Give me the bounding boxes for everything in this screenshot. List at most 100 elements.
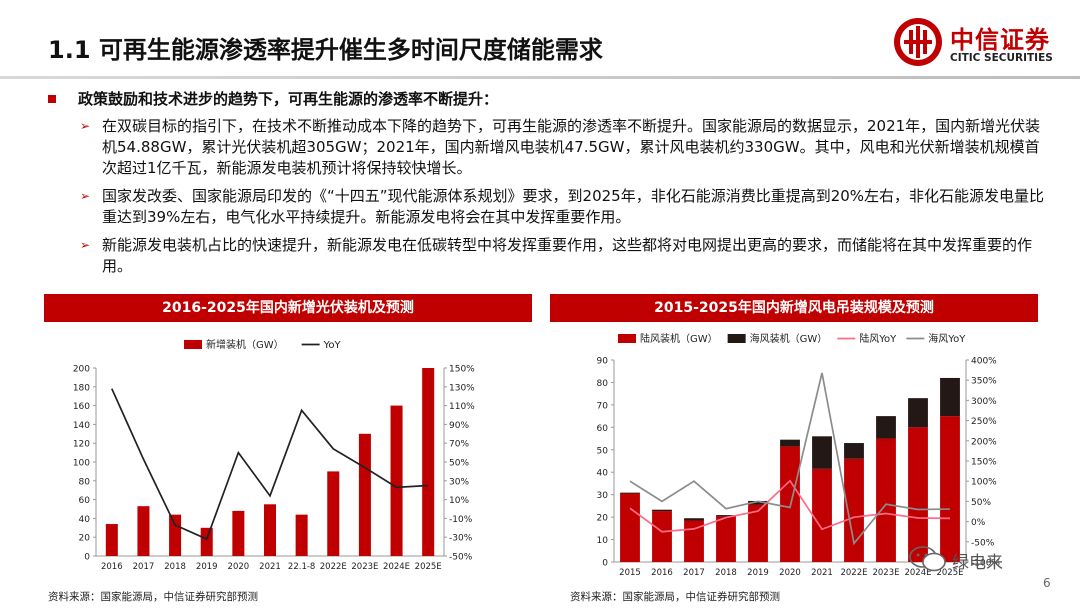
left-tick-label: 30 <box>597 491 609 501</box>
left-chart-title: 2016-2025年国内新增光伏装机及预测 <box>44 294 532 322</box>
category-label: 2022E <box>320 562 347 572</box>
legend-swatch <box>618 334 636 343</box>
bar <box>716 516 736 562</box>
category-label: 2020 <box>228 562 250 572</box>
bar <box>716 515 736 517</box>
sub-bullet-text: 新能源发电装机占比的快速提升，新能源发电在低碳转型中将发挥重要作用，这些都将对电… <box>102 236 1033 275</box>
bar <box>652 511 672 562</box>
right-tick-label: 70% <box>449 440 469 450</box>
category-label: 2021 <box>811 568 833 578</box>
bar <box>358 433 371 556</box>
bar <box>232 510 245 556</box>
category-label: 2024E <box>383 562 410 572</box>
bar <box>748 504 768 562</box>
legend-swatch <box>727 334 746 343</box>
series-line <box>629 372 951 546</box>
right-tick-label: 350% <box>971 377 997 387</box>
bar <box>390 405 403 556</box>
right-tick-label: 400% <box>971 357 997 367</box>
main-bullet: 政策鼓励和技术进步的趋势下，可再生能源的渗透率不断提升： <box>48 88 1048 110</box>
left-tick-label: 0 <box>602 559 608 569</box>
legend-label: 新增装机（GW） <box>206 338 284 351</box>
square-bullet-icon <box>48 95 56 103</box>
left-tick-label: 90 <box>597 357 609 367</box>
slide-title: 1.1 可再生能源渗透率提升催生多时间尺度储能需求 <box>48 36 603 64</box>
bar <box>876 438 896 562</box>
right-tick-label: 100% <box>971 478 997 488</box>
category-label: 2025E <box>415 562 442 572</box>
bar <box>812 436 832 469</box>
page-number: 6 <box>1043 576 1051 590</box>
bar <box>620 492 640 494</box>
citic-logo: 中信证券 CITIC SECURITIES <box>892 14 1072 72</box>
sub-bullet: ➢ 在双碳目标的指引下，在技术不断推动成本下降的趋势下，可再生能源的渗透率不断提… <box>48 116 1048 179</box>
category-label: 2022E <box>840 568 867 578</box>
category-label: 2023E <box>351 562 378 572</box>
watermark: 绿电来 <box>908 544 1038 574</box>
left-tick-label: 200 <box>73 365 90 375</box>
left-tick-label: 60 <box>79 496 91 506</box>
right-tick-label: -50% <box>971 538 995 548</box>
watermark-text: 绿电来 <box>952 553 1003 573</box>
left-tick-label: 50 <box>597 446 609 456</box>
bar <box>684 518 704 521</box>
left-tick-label: 40 <box>597 469 609 479</box>
right-tick-label: 200% <box>971 437 997 447</box>
category-label: 2018 <box>715 568 737 578</box>
bar <box>940 416 960 562</box>
bar <box>652 509 672 512</box>
category-label: 2019 <box>747 568 769 578</box>
logo-text-en: CITIC SECURITIES <box>950 52 1053 64</box>
category-label: 2017 <box>133 562 155 572</box>
right-tick-label: 110% <box>449 402 475 412</box>
bar <box>876 416 896 439</box>
left-tick-label: 160 <box>73 402 90 412</box>
bar <box>263 504 277 556</box>
left-tick-label: 180 <box>73 383 90 393</box>
series-line <box>111 388 429 541</box>
left-tick-label: 120 <box>73 440 90 450</box>
legend-label: 陆风YoY <box>859 332 897 345</box>
wechat-icon <box>909 546 946 572</box>
right-tick-label: 130% <box>449 383 475 393</box>
category-label: 2016 <box>101 562 123 572</box>
right-source-note: 资料来源：国家能源局，中信证券研究部预测 <box>570 591 780 603</box>
bar <box>137 506 150 556</box>
left-tick-label: 100 <box>73 459 90 469</box>
logo-text-cn: 中信证券 <box>950 26 1050 54</box>
right-tick-label: 30% <box>449 477 469 487</box>
header-divider <box>0 76 1080 79</box>
arrow-bullet-icon: ➢ <box>80 119 91 133</box>
category-label: 22.1-8 <box>288 562 315 572</box>
category-label: 2024E <box>904 568 931 578</box>
legend-label: YoY <box>323 340 342 351</box>
right-tick-label: 90% <box>449 421 469 431</box>
bar <box>295 514 308 556</box>
right-tick-label: 0% <box>971 518 986 528</box>
bar <box>812 468 832 562</box>
arrow-bullet-icon: ➢ <box>80 189 91 203</box>
bar <box>940 377 960 417</box>
bar <box>748 500 768 505</box>
series-line <box>629 479 951 533</box>
left-tick-label: 20 <box>79 534 91 544</box>
bar <box>327 471 340 556</box>
right-tick-label: 300% <box>971 397 997 407</box>
right-tick-label: 250% <box>971 417 997 427</box>
right-tick-label: 150% <box>971 458 997 468</box>
right-tick-label: 50% <box>449 459 469 469</box>
legend-label: 海风装机（GW） <box>750 332 828 345</box>
sub-bullet: ➢ 国家发改委、国家能源局印发的《“十四五”现代能源体系规划》要求，到2025年… <box>48 186 1048 228</box>
legend-label: 陆风装机（GW） <box>640 332 718 345</box>
wind-install-chart: 0 10 20 30 40 50 60 70 80 90 -100% -50% 0% 50% 100% 150… <box>597 332 1001 578</box>
category-label: 2025E <box>936 568 963 578</box>
citic-emblem-icon <box>894 18 942 66</box>
right-tick-label: 50% <box>971 498 991 508</box>
category-label: 2018 <box>164 562 186 572</box>
category-label: 2019 <box>196 562 218 572</box>
left-tick-label: 80 <box>79 477 91 487</box>
right-tick-label: 10% <box>449 496 469 506</box>
bar <box>908 427 928 562</box>
right-chart-title: 2015-2025年国内新增风电吊装规模及预测 <box>550 294 1038 322</box>
right-tick-label: -50% <box>449 553 473 563</box>
